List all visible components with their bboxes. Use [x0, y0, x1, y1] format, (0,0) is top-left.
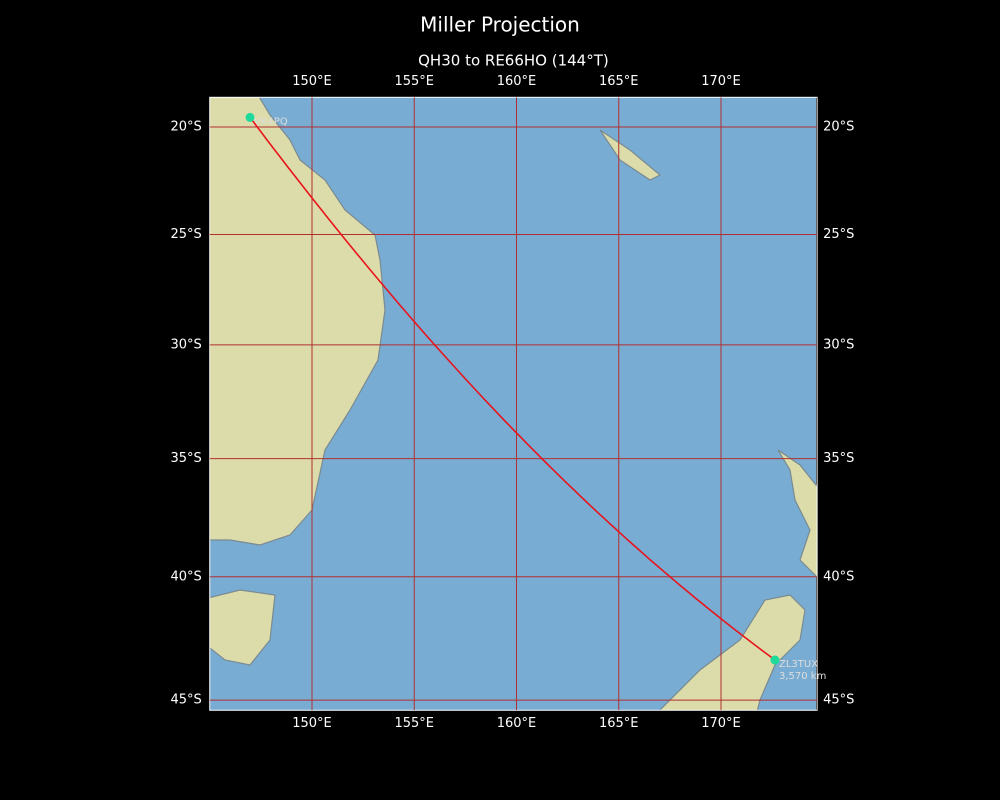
lat-tick-label: 25°S — [823, 227, 854, 242]
lon-tick-label: 155°E — [394, 716, 434, 731]
land — [209, 97, 818, 711]
lat-tick-label: 35°S — [170, 451, 201, 466]
subtitle: QH30 to RE66HO (144°T) — [418, 52, 609, 70]
lat-tick-label: 20°S — [823, 120, 854, 135]
lat-tick-label: 40°S — [170, 569, 201, 584]
lat-tick-label: 40°S — [823, 569, 854, 584]
lat-tick-label: 45°S — [170, 693, 201, 708]
lat-tick-label: 45°S — [823, 693, 854, 708]
lat-tick-label: 30°S — [823, 337, 854, 352]
lon-tick-label: 165°E — [599, 716, 639, 731]
lon-tick-label: 150°E — [292, 716, 332, 731]
lon-tick-label: 150°E — [292, 74, 332, 89]
lat-tick-label: 30°S — [170, 337, 201, 352]
lat-tick-label: 35°S — [823, 451, 854, 466]
station-label: VK4PQ — [254, 116, 288, 127]
map-frame — [209, 96, 818, 711]
lat-tick-label: 20°S — [170, 120, 201, 135]
lon-tick-label: 160°E — [497, 716, 537, 731]
lon-tick-label: 160°E — [497, 74, 537, 89]
station — [245, 112, 255, 122]
lon-tick-label: 165°E — [599, 74, 639, 89]
map-background — [209, 97, 818, 711]
title: Miller Projection — [420, 13, 580, 37]
lat-tick-label: 25°S — [170, 227, 201, 242]
overlay — [209, 97, 818, 711]
station-label: ZL3TUX — [779, 659, 818, 670]
lon-tick-label: 170°E — [701, 74, 741, 89]
route — [249, 116, 776, 661]
distance-label: 3,570 km — [779, 671, 826, 682]
lon-tick-label: 155°E — [394, 74, 434, 89]
lon-tick-label: 170°E — [701, 716, 741, 731]
station — [770, 655, 780, 665]
